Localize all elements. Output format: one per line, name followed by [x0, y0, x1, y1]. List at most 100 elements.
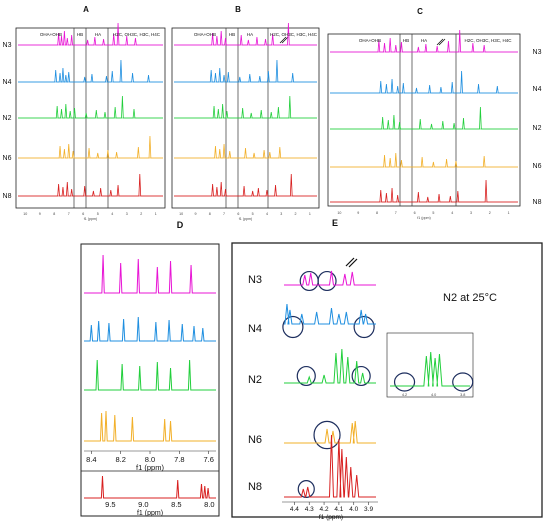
- e-sample-label-n4: N4: [248, 323, 262, 335]
- x-tick-label: 7: [395, 211, 397, 215]
- x-tick-label: 3.9: [364, 506, 373, 513]
- spectrum-trace-n4: [284, 303, 376, 325]
- x-tick-label: 4.0: [349, 506, 358, 513]
- sample-label-n6: N6: [3, 155, 12, 162]
- x-tick-label: 8.5: [171, 500, 181, 509]
- region-label: HA: [95, 32, 101, 37]
- highlight-circle: [353, 315, 375, 339]
- spectrum-trace-n2: [330, 106, 518, 130]
- x-tick-label: 2: [489, 211, 491, 215]
- axis-break-mark: [281, 36, 289, 44]
- x-tick-label: 4.0: [431, 393, 436, 397]
- highlight-circle: [317, 270, 337, 292]
- x-tick-label: 6: [414, 211, 416, 215]
- e-sample-label-n3: N3: [248, 274, 262, 286]
- spectrum-trace-n2: [284, 348, 376, 384]
- panel-e-frame: [231, 242, 543, 518]
- spectrum-trace-n8: [284, 434, 376, 498]
- x-tick-label: 10: [337, 211, 341, 215]
- x-tick-label: 5: [97, 212, 99, 216]
- highlight-circle: [297, 480, 315, 499]
- x-tick-label: 7: [68, 212, 70, 216]
- highlight-circle: [313, 420, 341, 450]
- e-sample-label-n2: N2: [248, 374, 262, 386]
- spectrum-trace-n6: [174, 143, 317, 159]
- x-tick-label: 8.2: [115, 455, 125, 464]
- sample-label-n8: N8: [533, 199, 542, 206]
- sample-label-n3: N3: [533, 49, 542, 56]
- x-axis-label: f1 (ppm): [239, 217, 252, 221]
- x-tick-label: 4.3: [305, 506, 314, 513]
- panel-d-frame: [80, 243, 220, 517]
- axis-break-mark: [438, 38, 446, 46]
- region-label: HB: [229, 32, 235, 37]
- x-tick-label: 10: [179, 212, 183, 216]
- x-tick-label: 4: [266, 212, 268, 216]
- panel-letter: D: [177, 220, 184, 230]
- spectrum-trace-n8-strip: [84, 475, 216, 499]
- x-axis-label: f1 (ppm): [136, 463, 164, 472]
- x-tick-label: 10: [23, 212, 27, 216]
- x-axis-label: f1 (ppm): [84, 217, 97, 221]
- x-tick-label: 4.2: [320, 506, 329, 513]
- x-tick-label: 8.0: [145, 455, 155, 464]
- region-label: OHA+OHB: [359, 38, 381, 43]
- e-sample-label-n8: N8: [248, 481, 262, 493]
- x-tick-label: 4.1: [334, 506, 343, 513]
- spectrum-trace-n6: [284, 420, 376, 444]
- spectrum-trace-n8: [174, 173, 317, 197]
- spectrum-trace-n6: [18, 135, 163, 159]
- spectrum-trace-n2: [18, 95, 163, 119]
- x-tick-label: 9: [357, 211, 359, 215]
- x-tick-label: 3.8: [460, 393, 465, 397]
- spectrum-trace-n6: [84, 410, 216, 442]
- sample-label-n4: N4: [3, 79, 12, 86]
- spectrum-trace-n2: [84, 359, 216, 391]
- x-tick-label: 8.0: [204, 500, 214, 509]
- x-axis-label: f1 (ppm): [319, 514, 343, 521]
- axis-break-mark: [436, 38, 444, 46]
- x-axis-label: f1 (ppm): [417, 216, 430, 220]
- x-tick-label: 1: [309, 212, 311, 216]
- panel-frames: [15, 27, 543, 518]
- x-tick-label: 1: [155, 212, 157, 216]
- panel-letter: B: [235, 5, 241, 14]
- x-tick-label: 7.6: [203, 455, 213, 464]
- sample-label-n4: N4: [533, 86, 542, 93]
- highlight-circle: [351, 365, 371, 387]
- region-label: HA: [421, 38, 427, 43]
- panel-letter: C: [417, 7, 423, 16]
- x-axis-label: f1 (ppm): [137, 510, 163, 517]
- x-tick-label: 9.0: [138, 500, 148, 509]
- region-label: H2C, OH3C, H3C, H4C: [113, 32, 161, 37]
- x-tick-label: 3: [126, 212, 128, 216]
- spectrum-trace-n6: [330, 152, 518, 168]
- region-label: HB: [403, 38, 409, 43]
- x-tick-label: 5: [252, 212, 254, 216]
- panel-letter: E: [332, 218, 338, 228]
- highlight-circle: [296, 365, 316, 387]
- sample-label-n3: N3: [3, 42, 12, 49]
- sample-label-n2: N2: [3, 115, 12, 122]
- x-tick-label: 4: [111, 212, 113, 216]
- spectrum-trace-n4: [84, 316, 216, 342]
- x-tick-label: 2: [295, 212, 297, 216]
- panel-labels: OHA+OHB HB HA H2C, OH3C, H3C, H4C A 10 9 8 7 6 5 4 3…: [3, 5, 542, 521]
- x-tick-label: 8: [376, 211, 378, 215]
- spectrum-trace-n2-inset: [390, 351, 470, 387]
- x-tick-label: 4.2: [402, 393, 407, 397]
- x-tick-label: 4.4: [290, 506, 299, 513]
- inset-title: N2 at 25°C: [443, 292, 497, 304]
- spectrum-trace-n4: [330, 70, 518, 94]
- spectrum-trace-n8: [330, 179, 518, 203]
- x-tick-label: 6: [82, 212, 84, 216]
- highlight-circle: [452, 372, 474, 392]
- spectrum-trace-n4: [174, 59, 317, 83]
- region-label: HB: [77, 32, 83, 37]
- x-tick-label: 6: [237, 212, 239, 216]
- region-label: OHA+OHB: [40, 32, 62, 37]
- x-tick-label: 9: [39, 212, 41, 216]
- spectra-traces: [18, 22, 518, 499]
- spectrum-trace-n4: [18, 59, 163, 83]
